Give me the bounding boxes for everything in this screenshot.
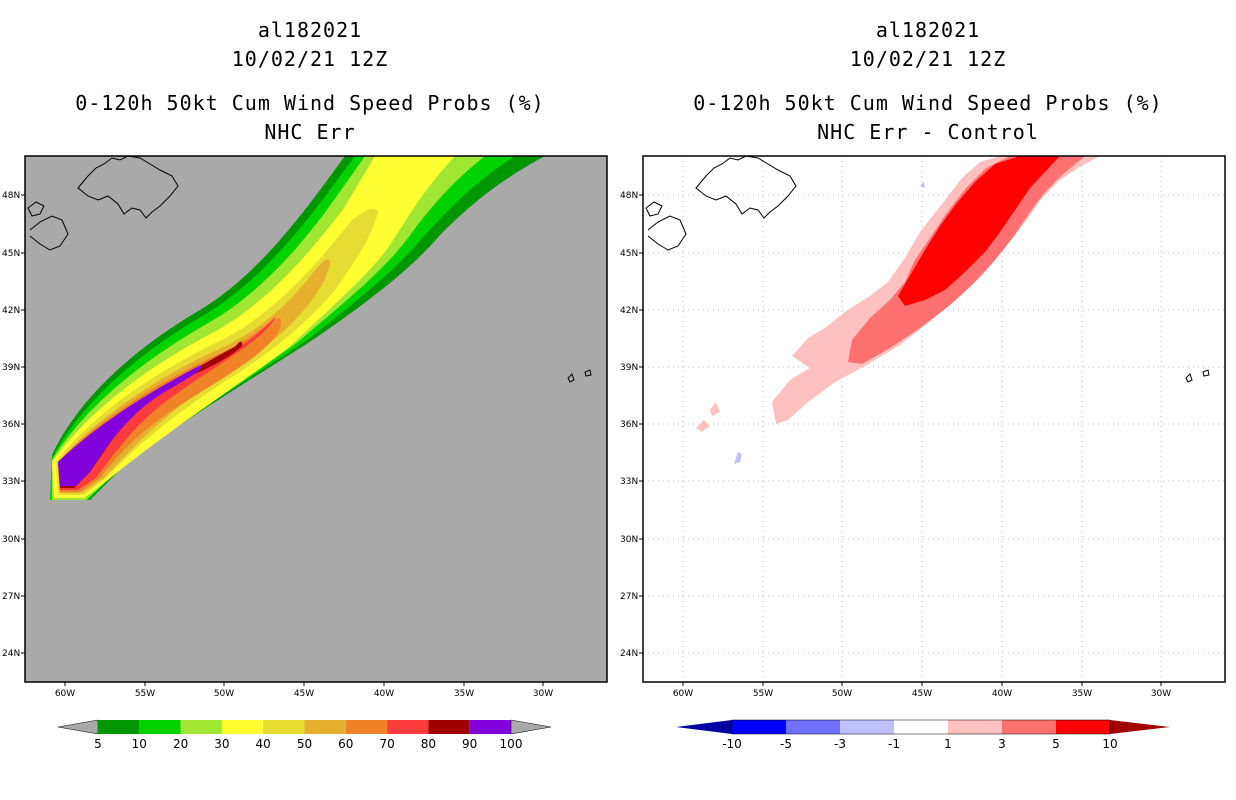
- left-coastline: [27, 155, 592, 383]
- right-colorbar: -10 -5 -3 -1 1 3 5 10: [676, 719, 1170, 751]
- left-colorbar-label: 40: [256, 737, 271, 751]
- right-title-product: 0-120h 50kt Cum Wind Speed Probs (%): [693, 91, 1163, 115]
- right-gridlines: [643, 156, 1225, 682]
- left-lat-label: 24N: [2, 649, 20, 659]
- right-lat-label: 39N: [620, 363, 638, 373]
- right-title-storm-id: al182021: [875, 18, 981, 42]
- left-colorbar-swatch: [304, 720, 346, 734]
- right-colorbar-label: 3: [998, 737, 1006, 751]
- right-lat-label: 45N: [620, 249, 638, 259]
- left-colorbar-swatch: [263, 720, 305, 734]
- right-coastline: [645, 155, 1210, 383]
- left-colorbar-tail-high: [510, 719, 552, 735]
- right-lon-label: 30W: [1151, 689, 1171, 699]
- left-lon-label: 55W: [135, 689, 155, 699]
- right-lat-label: 36N: [620, 420, 638, 430]
- left-lat-label: 39N: [2, 363, 20, 373]
- left-colorbar-label: 90: [462, 737, 477, 751]
- right-lat-axis: 48N 45N 42N 39N 36N 33N 30N 27N 24N: [620, 191, 643, 659]
- left-colorbar: 5 10 20 30 40 50 60 70 80 90 100: [57, 719, 552, 751]
- right-colorbar-swatch: [894, 720, 948, 734]
- right-lon-label: 45W: [912, 689, 932, 699]
- right-lon-label: 35W: [1072, 689, 1092, 699]
- left-colorbar-label: 50: [297, 737, 312, 751]
- left-colorbar-swatch: [221, 720, 264, 734]
- left-lat-label: 30N: [2, 535, 20, 545]
- left-colorbar-label: 100: [500, 737, 523, 751]
- right-colorbar-label: 1: [944, 737, 952, 751]
- right-map-frame: [642, 155, 1226, 683]
- right-colorbar-swatch: [732, 720, 786, 734]
- right-colorbar-swatch: [1056, 720, 1110, 734]
- left-lon-label: 45W: [294, 689, 314, 699]
- right-colorbar-swatch: [948, 720, 1002, 734]
- left-lon-label: 60W: [55, 689, 75, 699]
- left-lon-label: 40W: [374, 689, 394, 699]
- left-lon-label: 35W: [454, 689, 474, 699]
- left-map-frame: [24, 155, 608, 683]
- left-prob-contours: [50, 156, 545, 500]
- right-colorbar-swatch: [840, 720, 894, 734]
- right-lat-label: 27N: [620, 592, 638, 602]
- left-lat-label: 42N: [2, 306, 20, 316]
- left-lon-label: 30W: [533, 689, 553, 699]
- right-colorbar-tail-high: [1110, 720, 1170, 734]
- left-colorbar-swatch: [345, 720, 388, 734]
- left-lon-label: 50W: [214, 689, 234, 699]
- left-colorbar-swatch: [180, 720, 222, 734]
- left-colorbar-swatch: [387, 720, 429, 734]
- left-colorbar-tail-low: [57, 719, 99, 735]
- left-map: 48N 45N 42N 39N 36N 33N 30N 27N 24N 60W …: [2, 155, 608, 699]
- right-lon-label: 55W: [753, 689, 773, 699]
- right-colorbar-label: -5: [780, 737, 792, 751]
- left-colorbar-swatch: [469, 720, 511, 734]
- right-diff-contours: [696, 156, 1100, 464]
- left-lat-axis: 48N 45N 42N 39N 36N 33N 30N 27N 24N: [2, 191, 25, 659]
- right-title-date: 10/02/21 12Z: [849, 47, 1007, 71]
- right-colorbar-tail-low: [676, 720, 732, 734]
- left-lat-label: 48N: [2, 191, 20, 201]
- right-colorbar-label: -10: [722, 737, 742, 751]
- left-colorbar-swatch: [139, 720, 181, 734]
- left-lat-label: 45N: [2, 249, 20, 259]
- right-title-subtitle: NHC Err - Control: [817, 120, 1039, 144]
- right-lon-label: 40W: [992, 689, 1012, 699]
- left-title-date: 10/02/21 12Z: [231, 47, 389, 71]
- right-lat-label: 42N: [620, 306, 638, 316]
- left-lat-label: 27N: [2, 592, 20, 602]
- right-colorbar-label: 10: [1102, 737, 1117, 751]
- left-title-product: 0-120h 50kt Cum Wind Speed Probs (%): [75, 91, 545, 115]
- left-colorbar-swatch: [428, 720, 470, 734]
- right-map: 48N 45N 42N 39N 36N 33N 30N 27N 24N 60W …: [620, 155, 1226, 699]
- left-lat-label: 36N: [2, 420, 20, 430]
- right-lat-label: 24N: [620, 649, 638, 659]
- left-colorbar-label: 60: [338, 737, 353, 751]
- left-colorbar-label: 10: [132, 737, 147, 751]
- left-title-storm-id: al182021: [257, 18, 363, 42]
- left-colorbar-label: 30: [214, 737, 229, 751]
- right-colorbar-label: -1: [888, 737, 900, 751]
- right-lat-label: 48N: [620, 191, 638, 201]
- left-lon-axis: 60W 55W 50W 45W 40W 35W 30W: [55, 682, 553, 699]
- left-title-subtitle: NHC Err: [264, 120, 356, 144]
- left-colorbar-label: 20: [173, 737, 188, 751]
- left-colorbar-label: 80: [421, 737, 436, 751]
- right-lon-label: 50W: [832, 689, 852, 699]
- right-lat-label: 30N: [620, 535, 638, 545]
- right-lon-axis: 60W 55W 50W 45W 40W 35W 30W: [673, 682, 1171, 699]
- right-lon-label: 60W: [673, 689, 693, 699]
- right-colorbar-swatch: [1002, 720, 1056, 734]
- right-colorbar-label: -3: [834, 737, 846, 751]
- left-colorbar-swatch: [98, 720, 140, 734]
- right-lat-label: 33N: [620, 477, 638, 487]
- right-colorbar-swatch: [786, 720, 840, 734]
- left-colorbar-label: 5: [94, 737, 102, 751]
- right-colorbar-label: 5: [1052, 737, 1060, 751]
- left-colorbar-label: 70: [379, 737, 394, 751]
- left-lat-label: 33N: [2, 477, 20, 487]
